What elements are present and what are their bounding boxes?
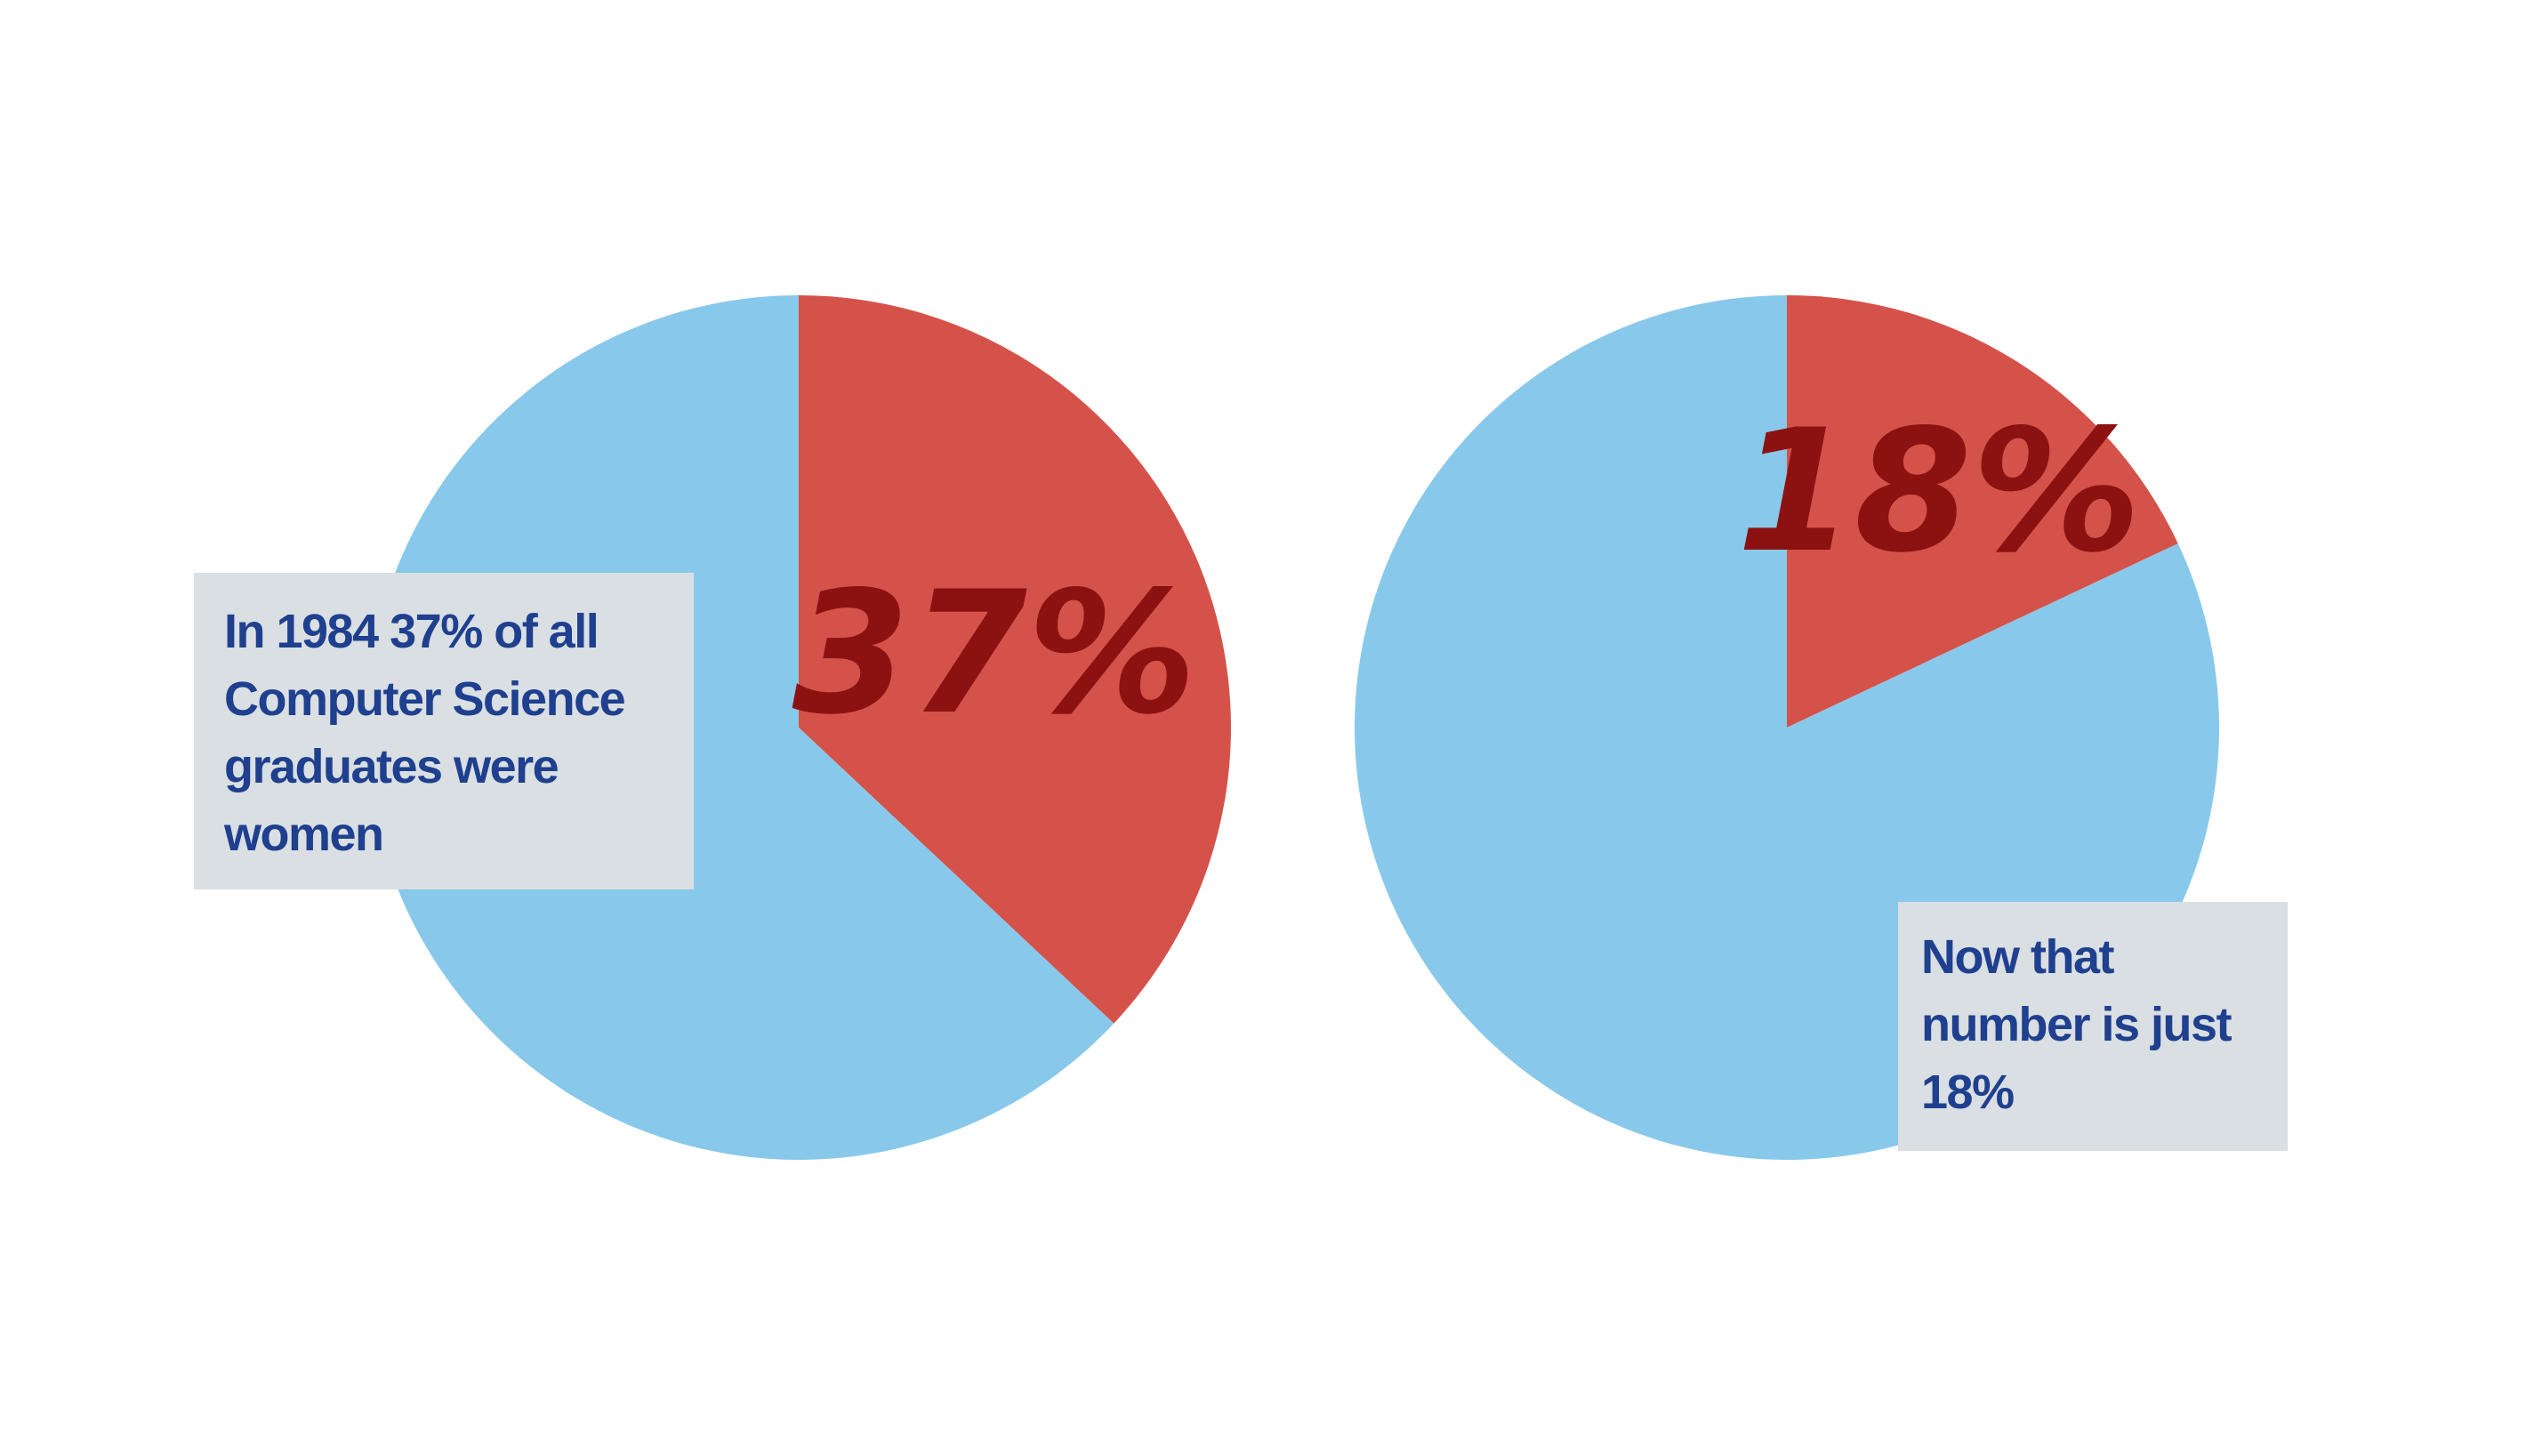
callout-1984-text: In 1984 37% of all Computer Science grad… [224, 605, 626, 861]
callout-now: Now that number is just 18% [1898, 902, 2288, 1151]
pie-now-slice-women [1787, 295, 2178, 728]
pie-1984-percent-label: 37% [792, 555, 1197, 752]
pie-1984-slice-women [799, 295, 1232, 1024]
callout-now-text: Now that number is just 18% [1921, 930, 2232, 1119]
pie-1984-slice-other [366, 295, 1114, 1161]
callout-1984: In 1984 37% of all Computer Science grad… [194, 573, 694, 889]
pie-now-percent-label: 18% [1737, 393, 2142, 590]
pie-chart-1984 [366, 295, 1232, 1161]
